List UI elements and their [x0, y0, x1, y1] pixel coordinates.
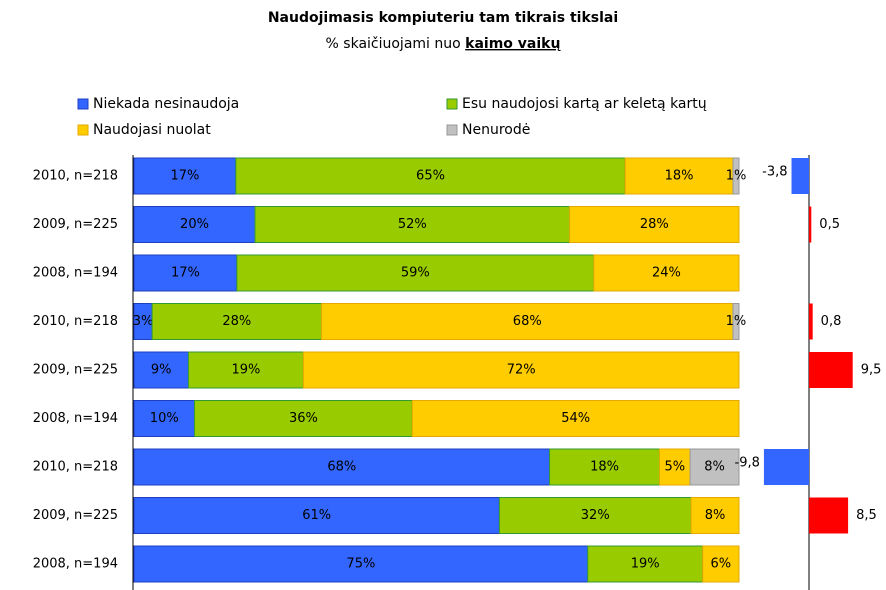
data-label: 54% — [561, 411, 590, 426]
bar-segment — [133, 448, 551, 486]
data-label: 3% — [133, 314, 154, 329]
difference-bar — [809, 206, 812, 243]
data-label: 36% — [289, 411, 318, 426]
data-label: 65% — [416, 169, 445, 184]
bar-segment — [235, 157, 626, 195]
data-label: 24% — [652, 266, 681, 281]
bar-segment — [702, 545, 740, 583]
bar-segment — [236, 254, 595, 292]
legend-swatch — [77, 98, 89, 110]
y-tick-label: 2008, n=194 — [33, 266, 118, 281]
subtitle: % skaičiuojami nuo — [326, 36, 461, 52]
difference-bar — [763, 449, 809, 485]
bar-segment — [587, 545, 704, 583]
bar-segment — [133, 351, 189, 389]
data-label: 18% — [590, 460, 619, 475]
y-tick-label: 2010, n=218 — [33, 169, 118, 184]
data-label: 72% — [507, 363, 536, 378]
difference-label: -9,8 — [735, 456, 760, 471]
difference-label: 0,8 — [821, 314, 842, 329]
data-label: 61% — [302, 508, 331, 523]
bar-segment — [187, 351, 304, 389]
data-label: 18% — [665, 169, 694, 184]
bar-segment — [133, 254, 238, 292]
bar-segment — [151, 303, 323, 340]
legend-swatch — [446, 124, 458, 136]
difference-bar — [809, 352, 853, 388]
data-label: 1% — [726, 314, 747, 329]
data-label: 20% — [180, 217, 209, 232]
difference-bar — [809, 497, 849, 534]
legend-label: Esu naudojosi kartą ar keletą kartų — [462, 96, 707, 112]
data-label: 17% — [170, 169, 199, 184]
data-label: 8% — [705, 508, 726, 523]
chart-subtitle: % skaičiuojami nuo kaimo vaikų — [326, 36, 562, 52]
difference-label: 9,5 — [861, 363, 882, 378]
y-tick-label: 2008, n=194 — [33, 411, 118, 426]
bar-segment — [689, 448, 740, 486]
data-label: 6% — [711, 557, 732, 572]
difference-label: 8,5 — [856, 508, 877, 523]
legend-label: Naudojasi nuolat — [93, 122, 211, 138]
y-tick-label: 2008, n=194 — [33, 557, 118, 572]
bar-segment — [569, 206, 740, 243]
data-label: 68% — [327, 460, 356, 475]
bar-segment — [498, 497, 692, 534]
bar-segment — [133, 545, 589, 583]
data-label: 19% — [231, 363, 260, 378]
bar-segment — [732, 303, 740, 340]
chart-title: Naudojimasis kompiuteriu tam tikrais tik… — [268, 10, 618, 26]
data-label: 32% — [581, 508, 610, 523]
data-label: 75% — [346, 557, 375, 572]
bar-segment — [133, 157, 237, 195]
data-label: 1% — [726, 169, 747, 184]
difference-bar — [791, 158, 809, 194]
bar-segment — [302, 351, 740, 389]
subtitle-emphasis: kaimo vaikų — [465, 36, 561, 52]
bar-segment — [593, 254, 740, 292]
y-tick-label: 2009, n=225 — [33, 217, 118, 232]
data-label: 8% — [704, 460, 725, 475]
data-label: 68% — [513, 314, 542, 329]
data-label: 28% — [222, 314, 251, 329]
bar-segment — [624, 157, 734, 195]
data-label: 9% — [151, 363, 172, 378]
data-label: 10% — [150, 411, 179, 426]
y-tick-label: 2009, n=225 — [33, 508, 118, 523]
legend-label: Niekada nesinaudoja — [93, 96, 239, 112]
data-label: 5% — [665, 460, 686, 475]
legend-swatch — [446, 98, 458, 110]
legend-swatch — [77, 124, 89, 136]
data-label: 28% — [640, 217, 669, 232]
data-label: 19% — [631, 557, 660, 572]
y-tick-label: 2009, n=225 — [33, 363, 118, 378]
data-label: 59% — [401, 266, 430, 281]
difference-label: -3,8 — [762, 165, 787, 180]
bar-segment — [549, 448, 661, 486]
data-label: 52% — [398, 217, 427, 232]
bar-segment — [411, 400, 740, 437]
y-tick-label: 2010, n=218 — [33, 314, 118, 329]
difference-bar — [809, 303, 813, 340]
data-label: 17% — [171, 266, 200, 281]
bar-segment — [690, 497, 740, 534]
legend-label: Nenurodė — [462, 122, 530, 138]
difference-label: 0,5 — [819, 217, 840, 232]
bar-segment — [659, 448, 691, 486]
bar-segment — [732, 157, 740, 195]
bar-segment — [321, 303, 734, 340]
y-tick-label: 2010, n=218 — [33, 460, 118, 475]
